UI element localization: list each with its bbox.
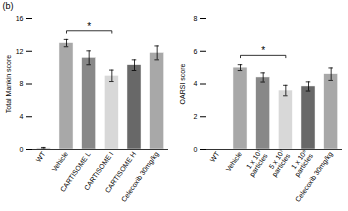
svg-text:Vehicle: Vehicle [50,150,69,173]
svg-text:8: 8 [20,80,24,87]
svg-text:WT: WT [209,150,221,164]
svg-text:0: 0 [194,146,198,153]
svg-text:*: * [87,21,91,32]
svg-text:OARSI score: OARSI score [179,63,186,104]
svg-text:*: * [261,45,265,56]
svg-text:4: 4 [20,113,24,120]
svg-text:12: 12 [16,47,24,54]
svg-text:1 x 10⁷particles: 1 x 10⁷particles [242,148,270,178]
svg-text:5 x 10⁷particles: 5 x 10⁷particles [265,148,293,178]
svg-text:4: 4 [194,80,198,87]
svg-text:Celecoxib 30mg/kg: Celecoxib 30mg/kg [294,150,335,203]
svg-text:0: 0 [20,146,24,153]
svg-text:6: 6 [194,47,198,54]
svg-text:Celecoxib 30mg/kg: Celecoxib 30mg/kg [120,150,161,203]
svg-text:2: 2 [194,113,198,120]
svg-text:(b): (b) [3,1,14,11]
svg-text:Total Mankin score: Total Mankin score [5,55,12,113]
svg-text:WT: WT [35,150,47,164]
svg-text:Vehicle: Vehicle [224,150,243,173]
svg-text:8: 8 [194,15,198,22]
svg-text:16: 16 [16,15,24,22]
